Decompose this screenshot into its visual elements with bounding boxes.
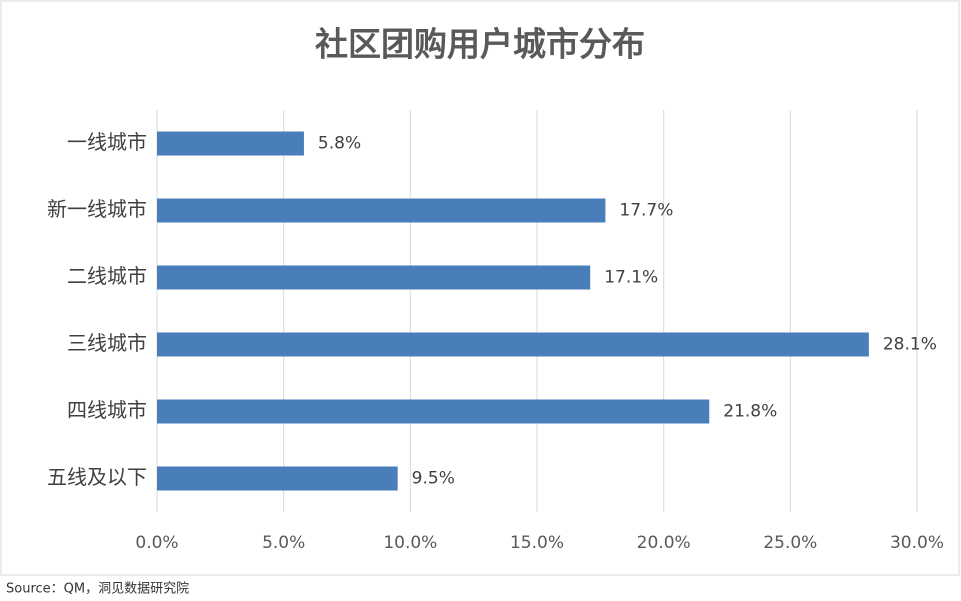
y-tick-label: 五线及以下 [47,465,147,489]
data-label: 17.7% [619,201,673,221]
y-tick-label: 三线城市 [67,331,147,355]
x-tick-label: 15.0% [510,533,564,553]
bar [157,265,591,290]
y-tick-label: 一线城市 [67,130,147,154]
x-tick-label: 0.0% [135,533,178,553]
y-tick-label: 二线城市 [67,264,147,288]
bar [157,399,710,424]
data-label: 9.5% [412,469,455,489]
x-tick-label: 10.0% [383,533,437,553]
y-tick-label: 四线城市 [67,398,147,422]
data-label: 5.8% [318,134,361,154]
data-label: 28.1% [883,335,937,355]
x-tick-label: 30.0% [890,533,944,553]
data-label: 17.1% [604,268,658,288]
bar [157,332,869,357]
x-tick-label: 5.0% [262,533,305,553]
chart-title: 社区团购用户城市分布 [315,25,645,64]
x-tick-label: 25.0% [763,533,817,553]
bar [157,198,606,223]
data-label: 21.8% [723,402,777,422]
bar [157,466,398,491]
source: Source：QM，洞见数据研究院 [6,582,189,597]
bar [157,131,304,156]
y-tick-label: 新一线城市 [47,197,147,221]
x-tick-label: 20.0% [637,533,691,553]
